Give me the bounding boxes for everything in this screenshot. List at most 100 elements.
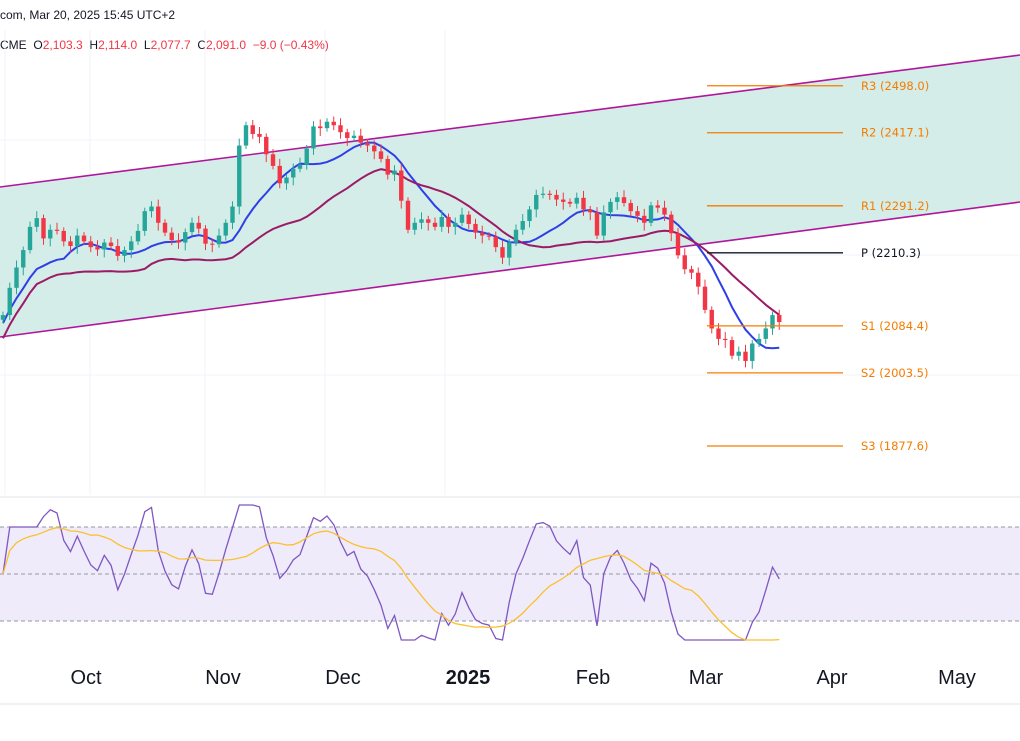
candle-body [156,206,161,223]
candle-body [648,205,654,223]
candle-body [318,126,323,129]
candle-body [534,194,539,210]
candle-body [642,215,647,223]
candle-body [581,197,586,210]
candle-body [527,209,532,222]
rsi-panel [0,504,1020,641]
low-label: L [143,38,151,52]
candle-body [196,222,201,229]
pivot-label: S3 (1877.6) [861,439,928,453]
candle-body [203,228,208,244]
candle-body [594,212,600,236]
symbol-source: com, Mar 20, 2025 15:45 UTC+2 [0,8,176,22]
candle-body [756,338,762,344]
candle-body [189,222,195,233]
candle-body [122,250,127,256]
close-value: 2,091.0 [205,38,247,52]
candle-body [432,222,438,227]
candle-body [277,165,282,184]
candle-body [61,230,66,242]
candle-body [601,212,606,236]
candle-body [716,328,721,339]
candle-body [507,242,512,258]
candle-body [453,222,458,227]
candle-body [14,267,19,288]
candle-body [48,229,53,239]
open-label: O [33,38,43,52]
candle-body [520,221,525,230]
close-label: C [197,38,206,52]
candle-body [777,314,782,323]
candle-body [284,177,289,184]
month-label: Nov [205,667,241,689]
candle-body [378,151,384,159]
candle-body [615,197,620,202]
candle-body [513,229,519,243]
candle-body [736,351,741,356]
month-label: Dec [325,667,361,689]
candle-body [291,168,296,178]
candle-body [770,315,775,329]
candle-body [500,247,505,258]
candle-body [223,222,228,236]
candle-body [655,205,660,208]
candle-body [439,216,444,227]
ma-slow-line [2,168,780,339]
candle-body [270,154,276,166]
candle-body [264,136,269,155]
pivot-label: S2 (2003.5) [861,366,928,380]
candle-body [635,211,640,216]
rsi-band [0,527,1020,621]
pivot-label: P (2210.3) [861,246,921,260]
candle-body [95,247,100,250]
month-label: 2025 [446,667,491,689]
candle-body [358,135,363,143]
candle-body [702,286,708,310]
month-label: Feb [576,667,610,689]
candle-body [669,214,674,234]
candle-body [162,222,168,233]
candle-body [689,269,694,273]
candle-body [243,125,249,146]
channel-lower-line [0,201,1020,338]
candle-body [230,206,235,223]
candle-body [750,343,755,361]
time-axis: Oct Nov Dec 2025 Feb Mar Apr May [70,667,975,689]
candle-body [365,142,370,146]
trend-channel [0,54,1020,338]
month-label: Apr [816,667,847,689]
candle-body [419,219,424,223]
candles [0,116,782,369]
open-value: 2,103.3 [42,38,83,52]
candle-body [547,193,552,195]
candle-body [486,235,492,237]
candle-body [149,206,154,212]
candle-body [75,235,80,247]
candle-body [102,242,107,250]
candle-body [608,201,613,213]
candle-body [723,338,728,341]
candle-body [567,201,573,204]
candle-body [311,126,316,149]
candle-body [81,235,87,242]
candle-body [68,241,73,247]
candle-body [763,328,768,339]
candle-body [183,232,188,243]
candle-body [675,233,681,256]
channel-upper-line [0,54,1020,188]
candle-body [554,194,559,200]
candle-body [129,241,134,251]
candle-body [372,145,377,152]
candle-body [27,226,33,251]
high-label: H [89,38,99,52]
candle-body [338,125,343,133]
candle-body [696,272,701,287]
rsi-ma-line [2,526,780,641]
candle-body [237,145,242,207]
candle-body [324,121,330,129]
candle-body [41,218,46,239]
month-label: Oct [70,667,102,689]
month-label: May [938,667,976,689]
candle-body [729,340,735,356]
